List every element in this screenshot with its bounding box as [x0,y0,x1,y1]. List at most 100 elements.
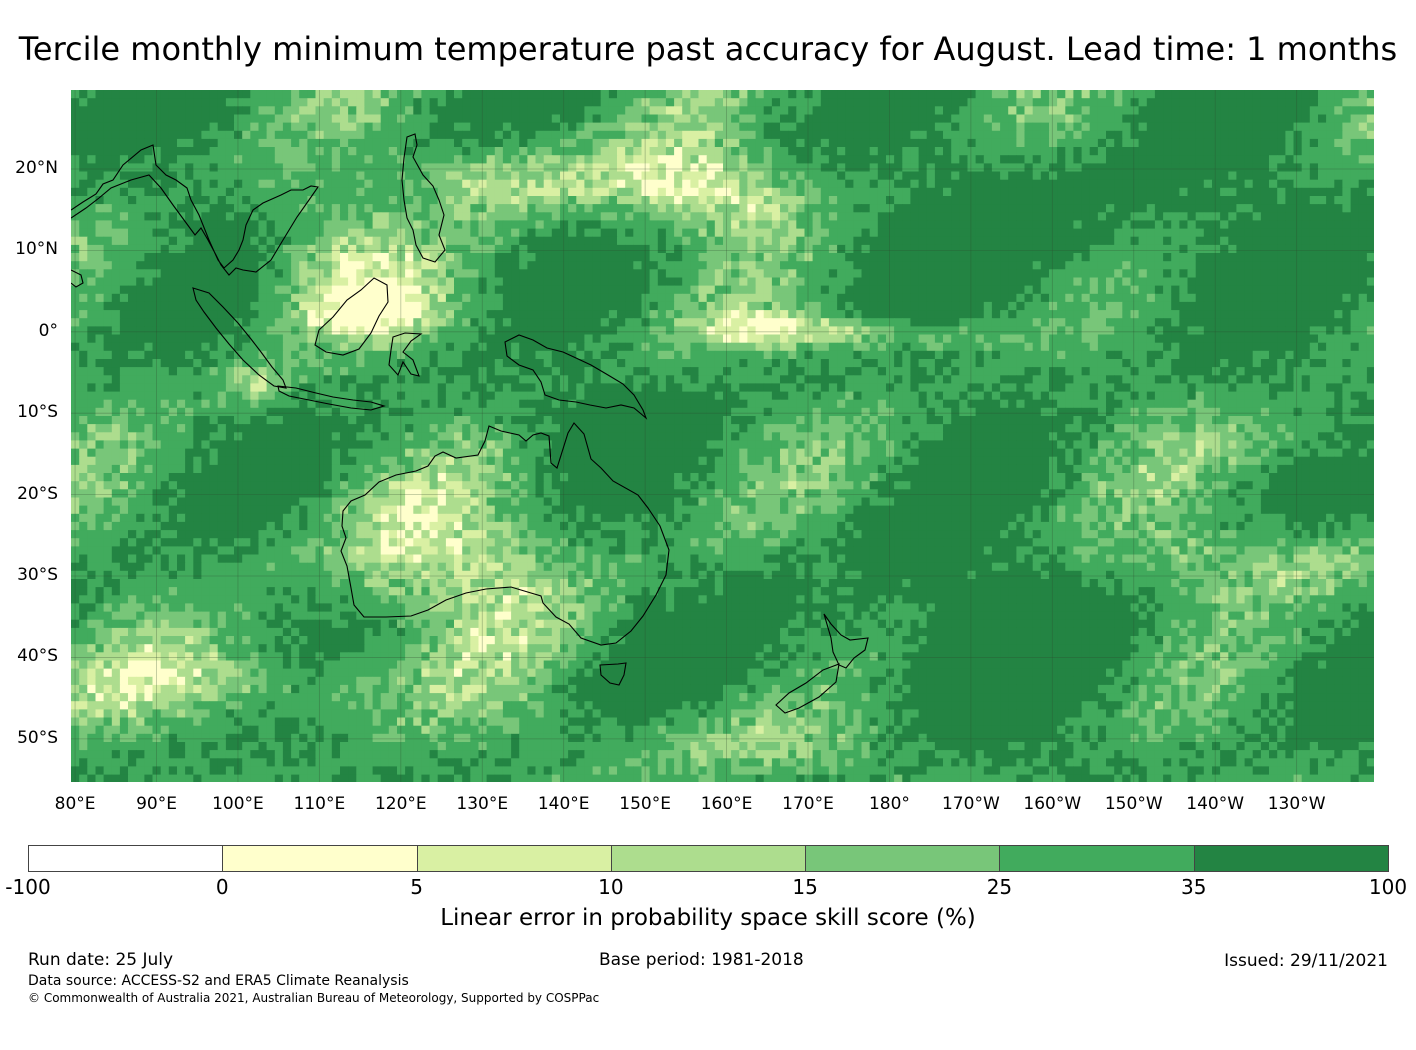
grid-cell [87,261,96,270]
grid-cell [527,90,536,99]
grid-cell [1073,278,1082,287]
grid-cell [1236,139,1245,148]
grid-cell [226,123,235,132]
grid-cell [552,220,561,229]
grid-cell [1131,172,1140,181]
grid-cell [169,343,178,352]
grid-cell [413,123,422,132]
grid-cell [218,326,227,335]
grid-cell [568,278,577,287]
grid-cell [1065,155,1074,164]
grid-cell [1147,302,1156,311]
grid-cell [1326,286,1335,295]
grid-cell [1188,131,1197,140]
grid-cell [332,335,341,344]
grid-cell [674,286,683,295]
grid-cell [1196,212,1205,221]
grid-cell [878,229,887,238]
grid-cell [177,98,186,107]
grid-cell [943,245,952,254]
grid-cell [1188,261,1197,270]
grid-cell [658,302,667,311]
grid-cell [487,212,496,221]
grid-cell [470,294,479,303]
grid-cell [1155,139,1164,148]
grid-cell [707,180,716,189]
grid-cell [332,212,341,221]
grid-cell [1261,204,1270,213]
grid-cell [682,163,691,172]
grid-cell [544,90,553,99]
grid-cell [699,212,708,221]
grid-cell [870,204,879,213]
grid-cell [1016,212,1025,221]
grid-cell [723,326,732,335]
grid-cell [764,294,773,303]
grid-cell [707,245,716,254]
grid-cell [201,196,210,205]
grid-cell [943,155,952,164]
grid-cell [112,229,121,238]
grid-cell [682,115,691,124]
grid-cell [1326,212,1335,221]
grid-cell [185,90,194,99]
grid-cell [1025,326,1034,335]
grid-cell [1188,180,1197,189]
grid-cell [226,196,235,205]
grid-cell [1310,123,1319,132]
grid-cell [487,139,496,148]
grid-cell [1033,196,1042,205]
grid-cell [731,245,740,254]
grid-cell [1090,212,1099,221]
grid-cell [1342,212,1351,221]
grid-cell [707,310,716,319]
grid-cell [593,269,602,278]
grid-cell [1302,139,1311,148]
grid-cell [853,172,862,181]
grid-cell [112,269,121,278]
grid-cell [805,318,814,327]
grid-cell [413,188,422,197]
grid-cell [568,220,577,229]
grid-cell [299,131,308,140]
grid-cell [1090,253,1099,262]
grid-cell [902,163,911,172]
grid-cell [332,245,341,254]
grid-cell [813,180,822,189]
grid-cell [853,278,862,287]
grid-cell [1253,229,1262,238]
grid-cell [976,310,985,319]
grid-cell [536,139,545,148]
grid-cell [421,147,430,156]
grid-cell [210,343,219,352]
grid-cell [389,261,398,270]
grid-cell [1073,155,1082,164]
grid-cell [1236,196,1245,205]
grid-cell [788,229,797,238]
grid-cell [544,318,553,327]
grid-cell [397,318,406,327]
grid-cell [910,261,919,270]
grid-cell [739,163,748,172]
grid-cell [1163,335,1172,344]
grid-cell [479,326,488,335]
grid-cell [756,220,765,229]
grid-cell [1171,237,1180,246]
grid-cell [1228,229,1237,238]
grid-cell [1033,204,1042,213]
grid-cell [821,90,830,99]
grid-cell [356,163,365,172]
grid-cell [1131,98,1140,107]
grid-cell [1261,318,1270,327]
grid-cell [267,180,276,189]
grid-cell [1025,261,1034,270]
grid-cell [169,90,178,99]
grid-cell [144,294,153,303]
grid-cell [1025,123,1034,132]
grid-cell [674,212,683,221]
grid-cell [446,278,455,287]
grid-cell [1106,139,1115,148]
grid-cell [935,163,944,172]
grid-cell [837,237,846,246]
grid-cell [511,310,520,319]
